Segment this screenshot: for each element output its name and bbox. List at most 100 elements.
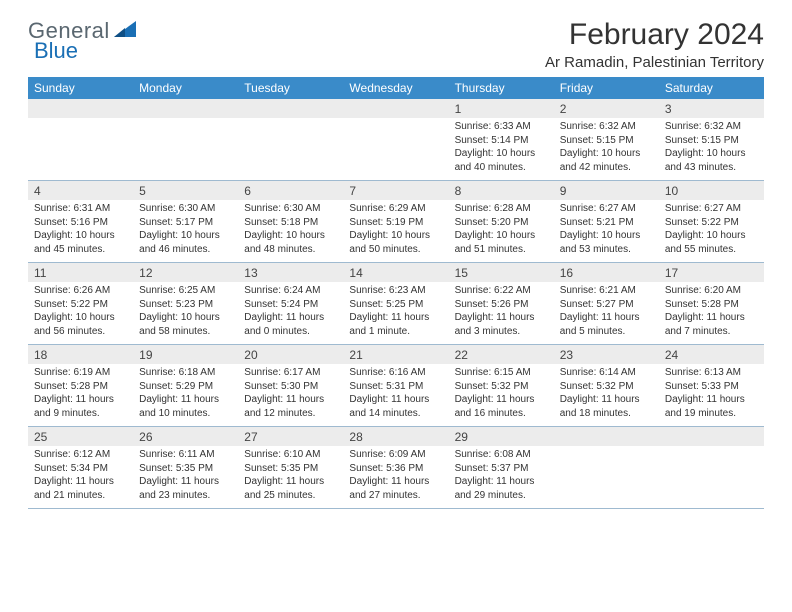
day-number: 2 [554, 99, 659, 118]
daylight-text: Daylight: 11 hours and 3 minutes. [455, 311, 548, 338]
sunset-text: Sunset: 5:31 PM [349, 380, 442, 394]
day-number: 15 [449, 263, 554, 282]
sunrise-text: Sunrise: 6:20 AM [665, 284, 758, 298]
day-data: Sunrise: 6:28 AMSunset: 5:20 PMDaylight:… [449, 200, 554, 262]
calendar-day-cell [659, 427, 764, 509]
sunrise-text: Sunrise: 6:08 AM [455, 448, 548, 462]
daylight-text: Daylight: 11 hours and 27 minutes. [349, 475, 442, 502]
sunset-text: Sunset: 5:25 PM [349, 298, 442, 312]
day-data: Sunrise: 6:30 AMSunset: 5:17 PMDaylight:… [133, 200, 238, 262]
day-number: 1 [449, 99, 554, 118]
calendar-day-cell: 14Sunrise: 6:23 AMSunset: 5:25 PMDayligh… [343, 263, 448, 345]
day-data: Sunrise: 6:12 AMSunset: 5:34 PMDaylight:… [28, 446, 133, 508]
calendar-day-cell: 10Sunrise: 6:27 AMSunset: 5:22 PMDayligh… [659, 181, 764, 263]
day-data: Sunrise: 6:20 AMSunset: 5:28 PMDaylight:… [659, 282, 764, 344]
calendar-day-cell [133, 99, 238, 181]
day-number: 29 [449, 427, 554, 446]
day-data: Sunrise: 6:21 AMSunset: 5:27 PMDaylight:… [554, 282, 659, 344]
weekday-header: Monday [133, 77, 238, 99]
calendar-day-cell: 19Sunrise: 6:18 AMSunset: 5:29 PMDayligh… [133, 345, 238, 427]
calendar-day-cell: 28Sunrise: 6:09 AMSunset: 5:36 PMDayligh… [343, 427, 448, 509]
sunset-text: Sunset: 5:19 PM [349, 216, 442, 230]
weekday-header: Saturday [659, 77, 764, 99]
day-number: 3 [659, 99, 764, 118]
calendar-day-cell: 27Sunrise: 6:10 AMSunset: 5:35 PMDayligh… [238, 427, 343, 509]
day-data: Sunrise: 6:09 AMSunset: 5:36 PMDaylight:… [343, 446, 448, 508]
day-data: Sunrise: 6:32 AMSunset: 5:15 PMDaylight:… [554, 118, 659, 180]
day-number: 12 [133, 263, 238, 282]
daylight-text: Daylight: 11 hours and 19 minutes. [665, 393, 758, 420]
day-data: Sunrise: 6:14 AMSunset: 5:32 PMDaylight:… [554, 364, 659, 426]
sunset-text: Sunset: 5:29 PM [139, 380, 232, 394]
sunrise-text: Sunrise: 6:19 AM [34, 366, 127, 380]
calendar-day-cell: 24Sunrise: 6:13 AMSunset: 5:33 PMDayligh… [659, 345, 764, 427]
day-number: 16 [554, 263, 659, 282]
daylight-text: Daylight: 11 hours and 1 minute. [349, 311, 442, 338]
brand-word2: Blue [34, 38, 78, 64]
day-number: 13 [238, 263, 343, 282]
day-number: 25 [28, 427, 133, 446]
day-number: 11 [28, 263, 133, 282]
sunrise-text: Sunrise: 6:09 AM [349, 448, 442, 462]
sunset-text: Sunset: 5:21 PM [560, 216, 653, 230]
calendar-day-cell [554, 427, 659, 509]
weekday-header: Sunday [28, 77, 133, 99]
daylight-text: Daylight: 11 hours and 16 minutes. [455, 393, 548, 420]
calendar-day-cell: 9Sunrise: 6:27 AMSunset: 5:21 PMDaylight… [554, 181, 659, 263]
calendar-day-cell: 4Sunrise: 6:31 AMSunset: 5:16 PMDaylight… [28, 181, 133, 263]
day-number: 14 [343, 263, 448, 282]
sunrise-text: Sunrise: 6:15 AM [455, 366, 548, 380]
daylight-text: Daylight: 11 hours and 9 minutes. [34, 393, 127, 420]
calendar-day-cell: 2Sunrise: 6:32 AMSunset: 5:15 PMDaylight… [554, 99, 659, 181]
sunset-text: Sunset: 5:22 PM [34, 298, 127, 312]
sunrise-text: Sunrise: 6:28 AM [455, 202, 548, 216]
day-data: Sunrise: 6:23 AMSunset: 5:25 PMDaylight:… [343, 282, 448, 344]
day-data: Sunrise: 6:30 AMSunset: 5:18 PMDaylight:… [238, 200, 343, 262]
weekday-header: Wednesday [343, 77, 448, 99]
calendar-day-cell: 8Sunrise: 6:28 AMSunset: 5:20 PMDaylight… [449, 181, 554, 263]
sail-icon [114, 19, 138, 44]
calendar-week-row: 1 Sunrise: 6:33 AMSunset: 5:14 PM Daylight… [28, 99, 764, 181]
sunrise-text: Sunrise: 6:30 AM [244, 202, 337, 216]
sunset-text: Sunset: 5:22 PM [665, 216, 758, 230]
day-number: 10 [659, 181, 764, 200]
calendar-day-cell: 1Sunrise: 6:33 AMSunset: 5:14 PMDaylight… [449, 99, 554, 181]
daylight-text: Daylight: 10 hours and 56 minutes. [34, 311, 127, 338]
daylight-text: Daylight: 11 hours and 18 minutes. [560, 393, 653, 420]
sunrise-text: Sunrise: 6:11 AM [139, 448, 232, 462]
sunset-text: Sunset: 5:14 PM [455, 134, 548, 148]
daylight-text: Daylight: 11 hours and 10 minutes. [139, 393, 232, 420]
sunrise-text: Sunrise: 6:33 AM [455, 120, 548, 134]
calendar-table: Sunday Monday Tuesday Wednesday Thursday… [28, 77, 764, 509]
daylight-text: Daylight: 11 hours and 29 minutes. [455, 475, 548, 502]
day-data: Sunrise: 6:15 AMSunset: 5:32 PMDaylight:… [449, 364, 554, 426]
daylight-text: Daylight: 11 hours and 21 minutes. [34, 475, 127, 502]
calendar-day-cell [28, 99, 133, 181]
day-data: Sunrise: 6:18 AMSunset: 5:29 PMDaylight:… [133, 364, 238, 426]
sunset-text: Sunset: 5:15 PM [560, 134, 653, 148]
daylight-text: Daylight: 11 hours and 7 minutes. [665, 311, 758, 338]
sunrise-text: Sunrise: 6:27 AM [665, 202, 758, 216]
daylight-text: Daylight: 10 hours and 42 minutes. [560, 147, 653, 174]
day-number: 27 [238, 427, 343, 446]
brand-logo: General Blue [28, 18, 138, 64]
day-number: 4 [28, 181, 133, 200]
day-data: Sunrise: 6:16 AMSunset: 5:31 PMDaylight:… [343, 364, 448, 426]
calendar-day-cell: 3Sunrise: 6:32 AMSunset: 5:15 PMDaylight… [659, 99, 764, 181]
location-text: Ar Ramadin, Palestinian Territory [545, 54, 764, 71]
sunset-text: Sunset: 5:17 PM [139, 216, 232, 230]
sunrise-text: Sunrise: 6:29 AM [349, 202, 442, 216]
sunrise-text: Sunrise: 6:17 AM [244, 366, 337, 380]
day-number: 7 [343, 181, 448, 200]
day-data: Sunrise: 6:08 AMSunset: 5:37 PMDaylight:… [449, 446, 554, 508]
calendar-week-row: 18Sunrise: 6:19 AMSunset: 5:28 PMDayligh… [28, 345, 764, 427]
day-number: 8 [449, 181, 554, 200]
day-number: 21 [343, 345, 448, 364]
sunrise-text: Sunrise: 6:10 AM [244, 448, 337, 462]
day-number: 20 [238, 345, 343, 364]
calendar-day-cell: 22Sunrise: 6:15 AMSunset: 5:32 PMDayligh… [449, 345, 554, 427]
daylight-text: Daylight: 10 hours and 45 minutes. [34, 229, 127, 256]
day-number: 18 [28, 345, 133, 364]
calendar-week-row: 11Sunrise: 6:26 AMSunset: 5:22 PMDayligh… [28, 263, 764, 345]
calendar-day-cell: 17Sunrise: 6:20 AMSunset: 5:28 PMDayligh… [659, 263, 764, 345]
